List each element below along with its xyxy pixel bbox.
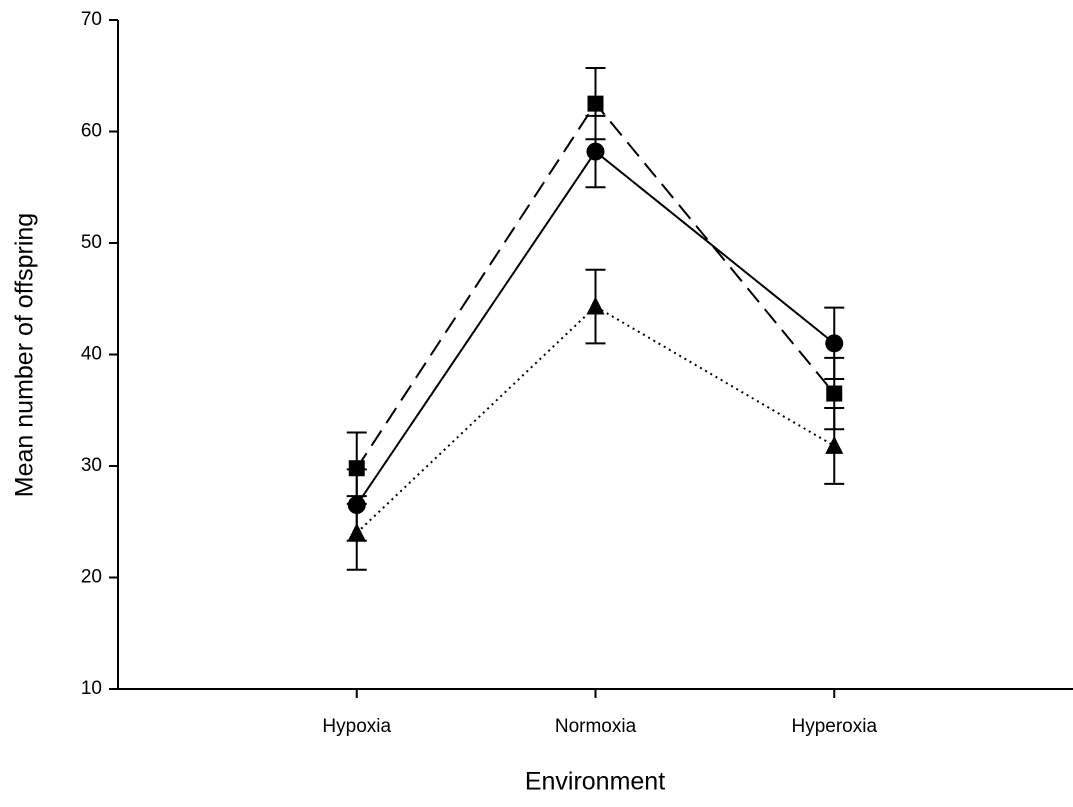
marker [586,296,605,315]
marker [825,435,844,454]
series-line [356,305,835,534]
x-axis-label: Environment [525,768,665,796]
marker [825,334,844,353]
marker [826,385,843,402]
x-tick-label: Hypoxia [322,716,391,737]
y-tick-label: 10 [81,678,102,699]
marker [347,522,366,541]
y-tick-label: 40 [81,344,102,365]
y-tick-label: 20 [81,567,102,588]
y-axis-label: Mean number of offspring [11,213,39,497]
y-tick-label: 70 [81,9,102,30]
y-tick-label: 50 [81,232,102,253]
marker [586,142,605,161]
y-tick-label: 60 [81,121,102,142]
y-tick-label: 30 [81,455,102,476]
marker [348,460,365,477]
x-tick-label: Hyperoxia [791,716,877,737]
x-tick-label: Normoxia [555,716,637,737]
marker [587,95,604,112]
